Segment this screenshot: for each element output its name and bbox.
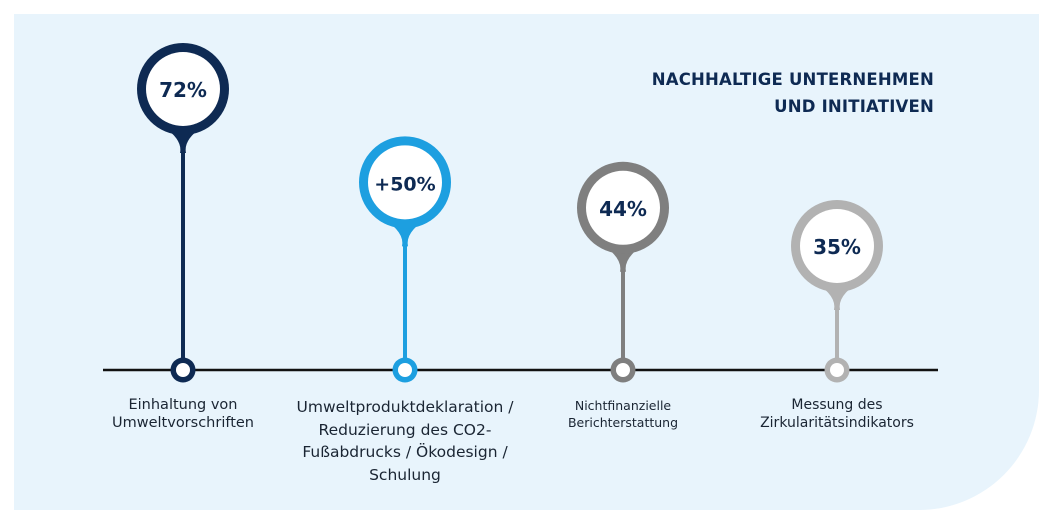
chart-title-line-1: NACHHALTIGE UNTERNEHMEN [651,70,934,89]
category-label: Nichtfinanzielle Berichterstattung [568,397,678,431]
category-label-line: Umweltproduktdeklaration / [296,398,514,416]
axis-marker-inner [398,363,412,377]
category-label-line: Einhaltung von [128,397,238,413]
chart-title-line-2: UND INITIATIVEN [774,97,934,116]
pin-head-inner [368,145,442,220]
axis-marker-inner [830,363,844,377]
pin-head-inner [800,209,874,283]
value-label: 72% [159,78,207,102]
category-label-line: Reduzierung des CO2- [318,420,492,439]
axis-marker-inner [176,363,190,377]
category-label-line: Berichterstattung [567,415,679,430]
value-label: 44% [599,197,647,221]
pin-head-inner [146,52,220,126]
category-label: Einhaltung von Umweltvorschriften [112,396,254,432]
category-label-line: Umweltvorschriften [112,415,254,431]
category-label-line: Zirkularitätsindikators [760,415,914,431]
category-label-line: Messung des [791,397,883,413]
category-label: Umweltproduktdeklaration / Reduzierung de… [297,396,514,486]
axis-marker-inner [616,363,630,377]
value-label: 35% [813,235,861,259]
category-label: Messung des Zirkularitätsindikators [760,396,914,432]
category-label-line: Fußabdrucks / Ökodesign / [302,443,508,461]
value-label: +50% [374,173,435,195]
pin-head-inner [586,170,660,245]
category-label-line: Nichtfinanzielle [574,398,672,413]
chart-title: NACHHALTIGE UNTERNEHMEN UND INITIATIVEN [652,66,934,120]
category-label-line: Schulung [369,465,441,484]
